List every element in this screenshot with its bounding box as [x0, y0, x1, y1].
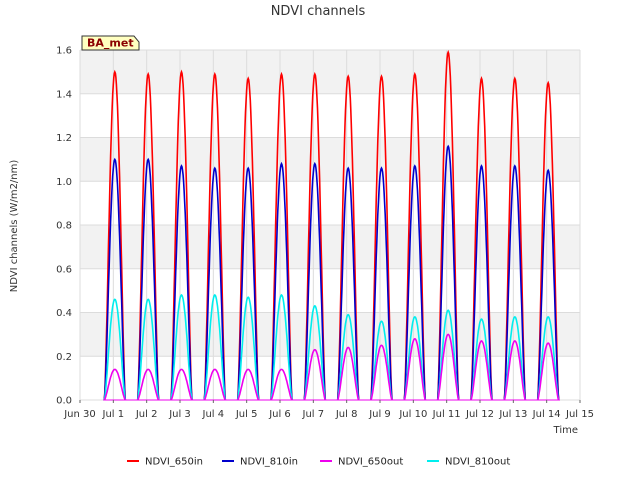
series-line-ndvi_650in — [103, 49, 560, 401]
y-tick-label: 0.4 — [56, 308, 72, 319]
plot-background — [80, 50, 580, 400]
x-tick-label: Jul 5 — [235, 409, 258, 420]
plot-band — [80, 50, 580, 94]
plot-band — [80, 137, 580, 182]
y-tick-label: 1.4 — [56, 89, 72, 100]
y-tick-label: 0.6 — [56, 264, 72, 275]
series-line-ndvi_810out — [103, 293, 560, 401]
x-tick-label: Jul 3 — [168, 409, 191, 420]
plot-band — [80, 93, 580, 138]
legend-entry: NDVI_650out — [338, 457, 403, 468]
legend-entry: NDVI_650in — [145, 457, 203, 468]
x-tick-label: Jun 30 — [63, 409, 96, 420]
y-tick-label: 0.2 — [56, 352, 72, 363]
series-line-ndvi_650out — [103, 333, 560, 401]
y-axis-ticks: 0.0 0.2 0.4 0.6 0.8 1.0 1.2 1.4 1.6 — [56, 46, 72, 407]
x-axis-ticks: Jun 30 Jul 1 Jul 2 Jul 3 Jul 4 Jul 5 Jul 6 Jul … — [63, 400, 594, 420]
y-tick-label: 1.6 — [56, 46, 72, 57]
x-axis-label: Time — [553, 425, 578, 436]
x-tick-label: Jul 13 — [498, 409, 527, 420]
x-tick-label: Jul 1 — [102, 409, 125, 420]
x-tick-label: Jul 12 — [465, 409, 494, 420]
plot-band — [80, 181, 580, 225]
legend-entry: NDVI_810out — [445, 457, 510, 468]
y-axis-label: NDVI channels (W/m2/nm) — [9, 160, 20, 293]
x-tick-label: Jul 14 — [532, 409, 561, 420]
plot-band — [80, 225, 580, 269]
y-tick-label: 1.2 — [56, 133, 72, 144]
station-badge: BA_met — [81, 35, 140, 51]
x-tick-label: Jul 2 — [135, 409, 158, 420]
legend: NDVI_650in NDVI_810in NDVI_650out NDVI_810o… — [127, 457, 510, 468]
x-tick-label: Jul 6 — [268, 409, 291, 420]
series-line-ndvi_810in — [103, 144, 560, 401]
legend-entry: NDVI_810in — [240, 457, 298, 468]
plot-band — [80, 356, 580, 400]
x-tick-label: Jul 15 — [565, 409, 594, 420]
x-tick-label: Jul 7 — [302, 409, 325, 420]
x-tick-label: Jul 8 — [335, 409, 358, 420]
chart-title: NDVI channels — [271, 4, 366, 19]
y-tick-label: 1.0 — [56, 177, 72, 188]
x-tick-label: Jul 9 — [368, 409, 391, 420]
x-tick-label: Jul 11 — [432, 409, 461, 420]
x-tick-label: Jul 10 — [398, 409, 427, 420]
y-tick-label: 0.0 — [56, 396, 72, 407]
station-badge-text: BA_met — [87, 37, 134, 50]
series-lines — [103, 49, 560, 401]
plot-band — [80, 268, 580, 313]
x-tick-label: Jul 4 — [202, 409, 225, 420]
y-tick-label: 0.8 — [56, 221, 72, 232]
plot-band — [80, 312, 580, 357]
